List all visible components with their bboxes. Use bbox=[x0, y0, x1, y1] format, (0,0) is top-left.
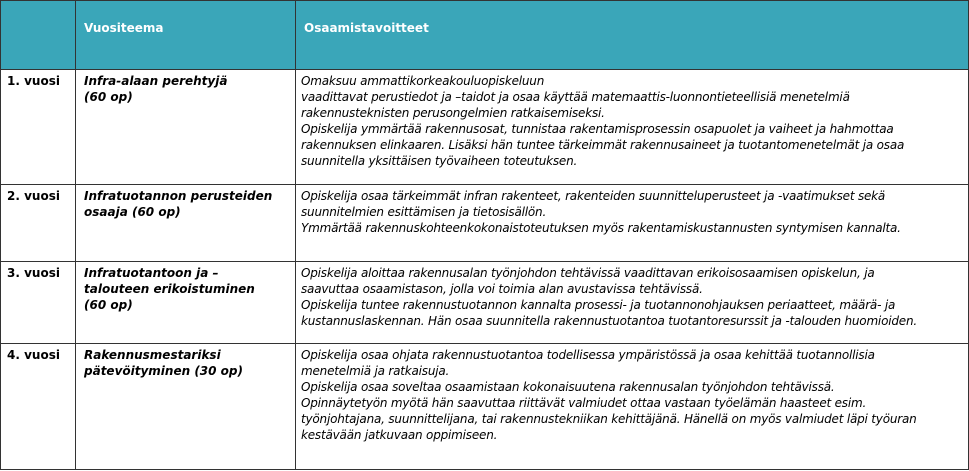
goals-cell: Omaksuu ammattikorkeakouluopiskeluun vaad… bbox=[295, 69, 969, 185]
year-cell: 3. vuosi bbox=[0, 261, 76, 344]
year-cell: 2. vuosi bbox=[0, 184, 76, 262]
goals-cell: Opiskelija aloittaa rakennusalan työnjoh… bbox=[295, 261, 969, 344]
goal-line: Opiskelija osaa tärkeimmät infran rakent… bbox=[301, 189, 886, 203]
theme-cell: Infratuotannon perusteiden osaaja (60 op) bbox=[75, 184, 296, 262]
table-row: 2. vuosi Infratuotannon perusteiden osaaja… bbox=[0, 184, 969, 262]
goal-line: Opiskelija aloittaa rakennusalan työnjoh… bbox=[301, 266, 875, 280]
goal-line: työnjohtajana, suunnittelijana, tai rake… bbox=[301, 412, 917, 426]
theme-cell: Infra-alaan perehtyjä (60 op) bbox=[75, 69, 296, 185]
goal-line: Omaksuu ammattikorkeakouluopiskeluun bbox=[301, 74, 545, 88]
year-cell: 4. vuosi bbox=[0, 343, 76, 470]
theme-line: Infratuotannon perusteiden bbox=[84, 189, 273, 203]
goal-line: Opiskelija osaa ohjata rakennustuotantoa… bbox=[301, 348, 875, 362]
goals-cell: Opiskelija osaa tärkeimmät infran rakent… bbox=[295, 184, 969, 262]
theme-line: pätevöityminen (30 op) bbox=[84, 364, 243, 378]
goal-line: Opiskelija osaa soveltaa osaamistaan kok… bbox=[301, 380, 835, 394]
theme-cell: Infratuotantoon ja – talouteen erikoistum… bbox=[75, 261, 296, 344]
theme-line: talouteen erikoistuminen bbox=[84, 282, 255, 296]
theme-cell: Rakennusmestariksi pätevöityminen (30 op) bbox=[75, 343, 296, 470]
header-goals: Osaamistavoitteet bbox=[295, 0, 969, 70]
theme-line: Infra-alaan perehtyjä bbox=[84, 74, 228, 88]
theme-line: (60 op) bbox=[84, 90, 133, 104]
theme-line: Rakennusmestariksi bbox=[84, 348, 221, 362]
goal-line: rakennusteknisten perusongelmien ratkais… bbox=[301, 106, 605, 120]
goal-line: Ymmärtää rakennuskohteenkokonaistoteutuk… bbox=[301, 221, 901, 235]
goal-line: Opiskelija ymmärtää rakennusosat, tunnis… bbox=[301, 122, 894, 136]
goal-line: vaadittavat perustiedot ja –taidot ja os… bbox=[301, 90, 850, 104]
table-row: 3. vuosi Infratuotantoon ja – talouteen er… bbox=[0, 261, 969, 344]
goal-line: suunnitella yksittäisen työvaiheen toteu… bbox=[301, 154, 578, 168]
goals-cell: Opiskelija osaa ohjata rakennustuotantoa… bbox=[295, 343, 969, 470]
goal-line: saavuttaa osaamistason, jolla voi toimia… bbox=[301, 282, 703, 296]
theme-line: (60 op) bbox=[84, 298, 133, 312]
goal-line: Opiskelija tuntee rakennustuotannon kann… bbox=[301, 298, 896, 312]
theme-line: Infratuotantoon ja – bbox=[84, 266, 219, 280]
goal-line: Opinnäytetyön myötä hän saavuttaa riittä… bbox=[301, 396, 867, 410]
table-row: 4. vuosi Rakennusmestariksi pätevöityminen… bbox=[0, 343, 969, 470]
goal-line: rakennuksen elinkaaren. Lisäksi hän tunt… bbox=[301, 138, 905, 152]
goal-line: kestävään jatkuvaan oppimiseen. bbox=[301, 428, 498, 442]
goal-line: menetelmiä ja ratkaisuja. bbox=[301, 364, 450, 378]
goal-line: suunnitelmien esittämisen ja tietosisäll… bbox=[301, 205, 547, 219]
goal-line: kustannuslaskennan. Hän osaa suunnitella… bbox=[301, 314, 917, 328]
header-year bbox=[0, 0, 76, 70]
header-row: Vuositeema Osaamistavoitteet bbox=[0, 0, 969, 70]
theme-line: osaaja (60 op) bbox=[84, 205, 181, 219]
header-theme: Vuositeema bbox=[75, 0, 296, 70]
table-row: 1. vuosi Infra-alaan perehtyjä (60 op) Omak… bbox=[0, 69, 969, 185]
year-cell: 1. vuosi bbox=[0, 69, 76, 185]
